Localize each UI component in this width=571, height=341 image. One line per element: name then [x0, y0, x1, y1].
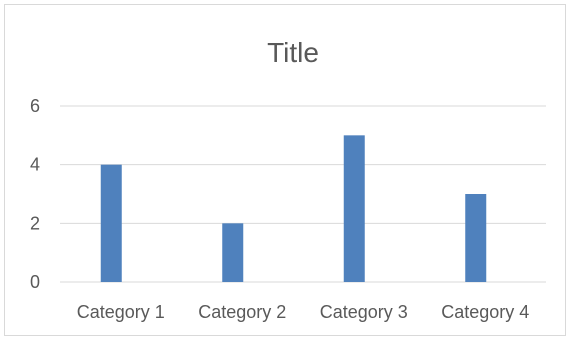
x-axis: Category 1 Category 2 Category 3 Category 4 [77, 302, 530, 322]
chart-title: Title [267, 37, 319, 68]
x-tick-label: Category 3 [320, 302, 408, 322]
bar [222, 223, 244, 282]
x-tick-label: Category 4 [441, 302, 529, 322]
y-axis: 0 2 4 6 [30, 96, 40, 292]
y-tick-label: 4 [30, 155, 40, 175]
gridlines [60, 105, 546, 283]
y-tick-label: 0 [30, 272, 40, 292]
bar [100, 164, 122, 282]
bar [343, 135, 365, 282]
y-tick-label: 6 [30, 96, 40, 116]
x-tick-label: Category 1 [77, 302, 165, 322]
bar [465, 194, 487, 282]
x-tick-label: Category 2 [198, 302, 286, 322]
y-tick-label: 2 [30, 213, 40, 233]
bars [100, 135, 487, 282]
